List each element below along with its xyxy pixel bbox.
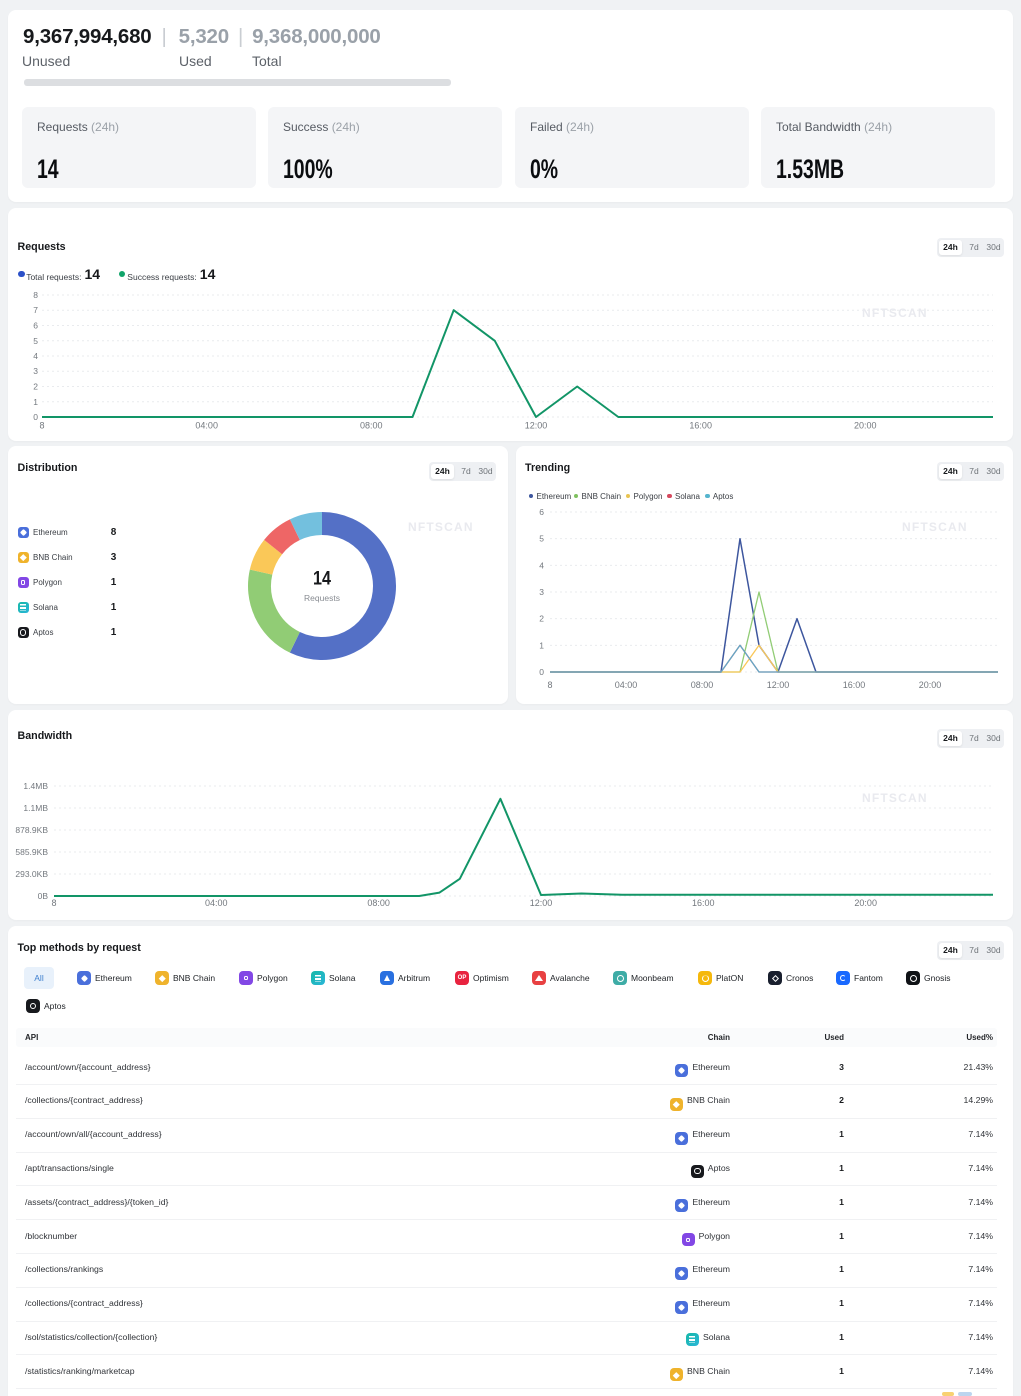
svg-text:293.0KB: 293.0KB xyxy=(15,869,48,879)
svg-text:8: 8 xyxy=(51,898,56,908)
svg-text:20:00: 20:00 xyxy=(854,421,877,431)
svg-text:4: 4 xyxy=(33,351,38,361)
svg-text:Requests: Requests xyxy=(304,593,340,603)
svg-text:12:00: 12:00 xyxy=(530,898,553,908)
svg-text:08:00: 08:00 xyxy=(691,680,714,690)
svg-text:NFTSCAN: NFTSCAN xyxy=(862,306,928,320)
svg-text:12:00: 12:00 xyxy=(525,421,548,431)
svg-text:2: 2 xyxy=(539,614,544,624)
svg-text:16:00: 16:00 xyxy=(689,421,712,431)
svg-text:1.1MB: 1.1MB xyxy=(23,803,48,813)
svg-text:1.4MB: 1.4MB xyxy=(23,781,48,791)
svg-text:0: 0 xyxy=(33,412,38,422)
svg-text:8: 8 xyxy=(39,421,44,431)
svg-text:04:00: 04:00 xyxy=(195,421,218,431)
svg-text:NFTSCAN: NFTSCAN xyxy=(902,520,968,534)
svg-text:12:00: 12:00 xyxy=(767,680,790,690)
svg-text:8: 8 xyxy=(33,290,38,300)
svg-text:16:00: 16:00 xyxy=(843,680,866,690)
svg-text:20:00: 20:00 xyxy=(854,898,877,908)
svg-text:0: 0 xyxy=(539,667,544,677)
svg-text:585.9KB: 585.9KB xyxy=(15,847,48,857)
svg-text:04:00: 04:00 xyxy=(205,898,228,908)
svg-text:6: 6 xyxy=(539,507,544,517)
svg-text:08:00: 08:00 xyxy=(360,421,383,431)
svg-text:NFTSCAN: NFTSCAN xyxy=(862,791,928,805)
svg-text:04:00: 04:00 xyxy=(615,680,638,690)
svg-text:08:00: 08:00 xyxy=(367,898,390,908)
svg-text:5: 5 xyxy=(539,534,544,544)
svg-text:1: 1 xyxy=(539,640,544,650)
svg-text:5: 5 xyxy=(33,336,38,346)
svg-text:NFTSCAN: NFTSCAN xyxy=(408,520,474,534)
svg-text:3: 3 xyxy=(33,366,38,376)
svg-text:2: 2 xyxy=(33,382,38,392)
svg-text:878.9KB: 878.9KB xyxy=(15,825,48,835)
svg-text:1: 1 xyxy=(33,397,38,407)
svg-text:7: 7 xyxy=(33,305,38,315)
svg-text:16:00: 16:00 xyxy=(692,898,715,908)
svg-text:3: 3 xyxy=(539,587,544,597)
svg-text:8: 8 xyxy=(547,680,552,690)
svg-text:6: 6 xyxy=(33,321,38,331)
svg-text:20:00: 20:00 xyxy=(919,680,942,690)
svg-text:0B: 0B xyxy=(38,891,49,901)
svg-text:14: 14 xyxy=(313,567,331,589)
svg-text:4: 4 xyxy=(539,560,544,570)
